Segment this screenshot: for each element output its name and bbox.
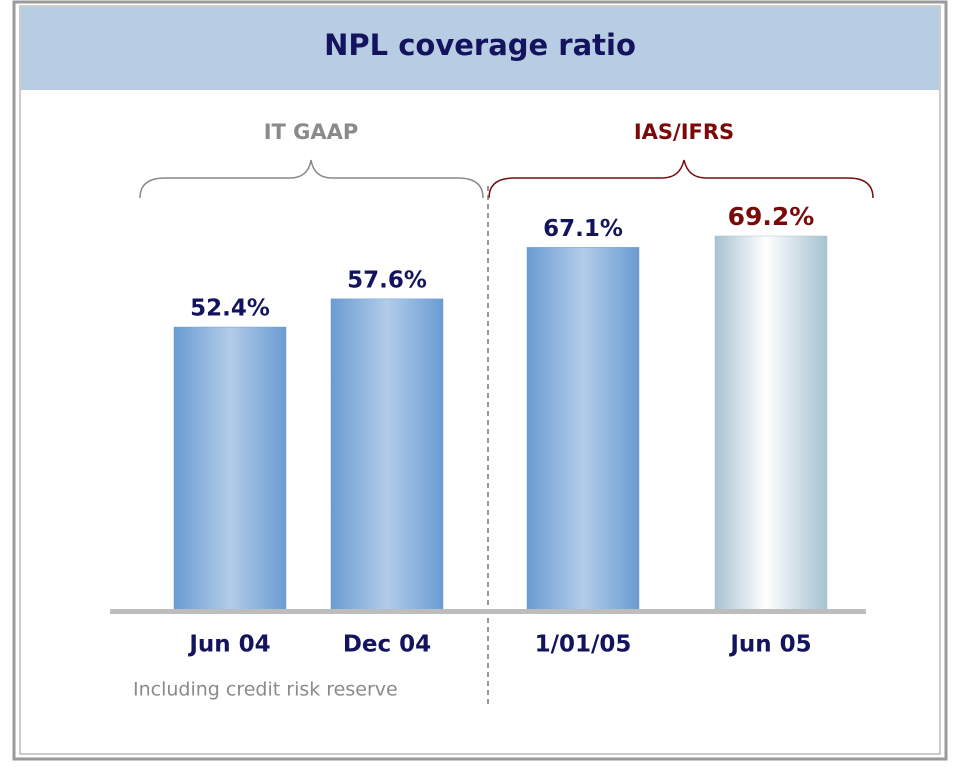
- brace: [488, 159, 874, 199]
- x-tick-label: Jun 05: [728, 632, 811, 658]
- value-label: 69.2%: [728, 202, 815, 231]
- chart-title: NPL coverage ratio: [324, 28, 636, 62]
- title-band: [21, 7, 939, 90]
- x-tick-label: 1/01/05: [535, 632, 632, 658]
- value-label: 57.6%: [347, 267, 427, 293]
- brace: [139, 159, 484, 199]
- baseline: [110, 609, 866, 614]
- bar: [526, 247, 640, 612]
- bar: [714, 235, 828, 612]
- bar: [173, 326, 287, 612]
- inner-frame: [19, 5, 941, 755]
- x-tick-label: Dec 04: [343, 632, 431, 658]
- group-label: IT GAAP: [264, 120, 359, 144]
- note: Including credit risk reserve: [133, 679, 398, 701]
- bar: [330, 298, 444, 612]
- x-tick-label: Jun 04: [187, 632, 270, 658]
- value-label: 67.1%: [543, 216, 623, 242]
- value-label: 52.4%: [190, 296, 270, 322]
- group-label: IAS/IFRS: [634, 120, 734, 144]
